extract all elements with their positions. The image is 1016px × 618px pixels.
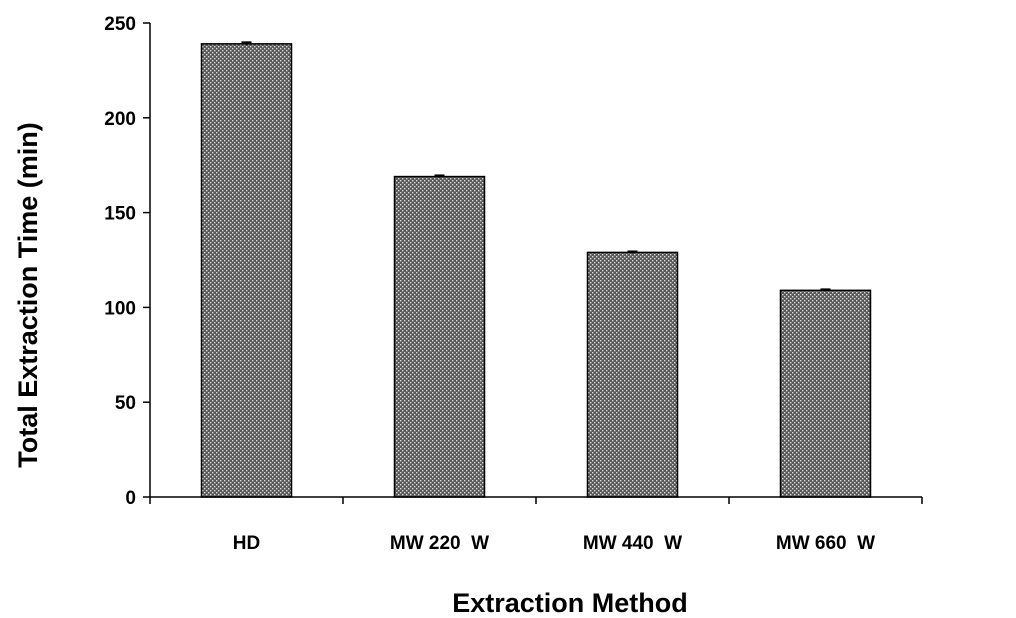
y-tick-label-1: 50 <box>115 393 136 414</box>
error-bars-group <box>241 41 831 292</box>
y-tick-label-3: 150 <box>104 204 136 225</box>
category-label-0: HD <box>233 533 260 554</box>
bar-0 <box>200 43 293 498</box>
category-label-2: MW 440 W <box>583 533 682 554</box>
y-axis: 0 50 100 150 200 250 <box>104 14 151 509</box>
bar-2 <box>586 251 679 498</box>
x-axis: HD MW 220 W MW 440 W MW 660 W <box>149 496 923 554</box>
x-axis-title: Extraction Method <box>452 588 688 618</box>
bar-1 <box>393 175 486 498</box>
y-tick-label-5: 250 <box>104 14 136 35</box>
category-label-1: MW 220 W <box>390 533 489 554</box>
bars-group <box>200 43 872 498</box>
y-tick-label-2: 100 <box>104 298 136 319</box>
category-label-3: MW 660 W <box>776 533 875 554</box>
y-tick-label-0: 0 <box>125 488 136 509</box>
y-axis-title: Total Extraction Time (min) <box>13 122 43 468</box>
bar-3 <box>779 289 872 498</box>
y-tick-label-4: 200 <box>104 109 136 130</box>
